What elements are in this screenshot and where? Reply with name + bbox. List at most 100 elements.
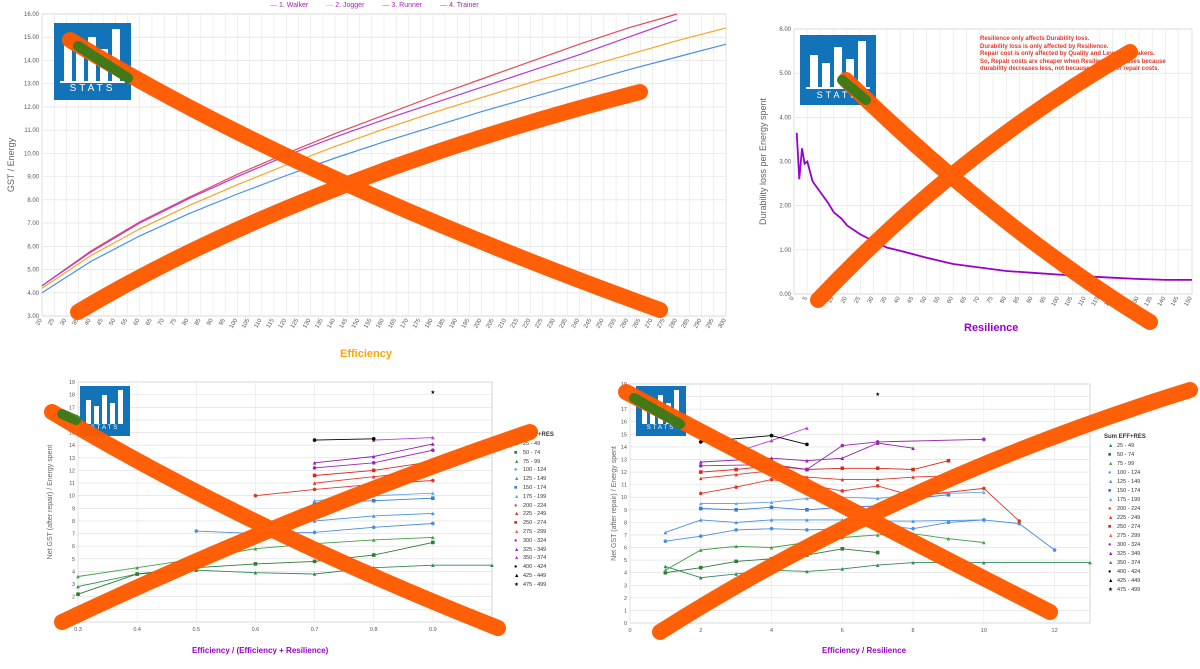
legend-walker-label: 1. Walker — [278, 2, 309, 9]
legend-marker: ● — [514, 467, 518, 474]
legend-item[interactable]: ● 200 - 224 — [514, 502, 546, 511]
legend-item[interactable]: ■ 150 - 174 — [1108, 487, 1140, 496]
y-tick-label: 17 — [69, 405, 75, 411]
legend-label: 50 - 74 — [1117, 452, 1135, 458]
stats-logo-word: STATS — [646, 425, 676, 431]
data-point — [253, 531, 258, 536]
x-tick-label: 65 — [145, 317, 154, 326]
legend-marker: ▲ — [1108, 497, 1114, 503]
legend-item[interactable]: ▲ 325 - 349 — [1108, 550, 1140, 559]
legend-item[interactable]: ▲ 125 - 149 — [1108, 478, 1140, 487]
y-tick-label: 9 — [624, 508, 627, 514]
x-tick-label: 25 — [854, 295, 863, 304]
legend-marker: ▲ — [1108, 515, 1114, 521]
x-tick-label: 0 — [789, 295, 796, 301]
legend-marker: ■ — [1108, 524, 1112, 530]
legend-walker[interactable]: — 1. Walker — [270, 2, 309, 9]
x-tick-label: 105 — [1064, 295, 1075, 307]
x-tick-label: 110 — [254, 317, 264, 329]
y-tick-label: 11.00 — [24, 128, 39, 134]
x-tick-label: 245 — [583, 317, 594, 329]
legend-item[interactable]: ■ 250 - 274 — [514, 519, 546, 528]
legend-marker: ★ — [1108, 587, 1113, 593]
legend-item[interactable]: ■ 150 - 174 — [514, 484, 546, 493]
x-tick-label: 100 — [1051, 295, 1062, 307]
legend-trainer[interactable]: — 4. Trainer — [440, 2, 479, 9]
legend-item[interactable]: ▲ 25 - 49 — [514, 440, 546, 449]
x-tick-label: 0.8 — [370, 627, 378, 633]
legend-item[interactable]: ● 100 - 124 — [1108, 469, 1140, 478]
y-axis-label: Net GST (after repair) / Energy spent — [47, 445, 54, 560]
legend-item[interactable]: ▲ 75 - 99 — [514, 458, 546, 467]
p4-legend: ▲ 25 - 49 ■ 50 - 74 ▲ 75 - 99 ● 100 - 124 ▲ 125 -… — [1108, 442, 1140, 595]
data-point — [371, 498, 376, 503]
y-tick-label: 4.00 — [27, 291, 39, 297]
x-tick-label: 170 — [400, 317, 411, 329]
legend-label: 225 - 249 — [1117, 515, 1141, 521]
legend-item[interactable]: ● 400 - 424 — [514, 563, 546, 572]
legend-item[interactable]: ▲ 325 - 349 — [514, 546, 546, 555]
x-tick-label: 40 — [893, 295, 902, 304]
legend-item[interactable]: ★ 475 - 499 — [1108, 586, 1140, 595]
legend-item[interactable]: ▲ 425 - 449 — [1108, 577, 1140, 586]
x-tick-label: 140 — [1157, 295, 1168, 307]
data-point — [734, 467, 738, 472]
x-tick-label: 125 — [290, 317, 301, 329]
x-tick-label: 190 — [449, 317, 460, 329]
legend-label: 300 - 324 — [1117, 542, 1141, 548]
x-tick-label: 95 — [1039, 295, 1048, 304]
legend-item[interactable]: ▲ 25 - 49 — [1108, 442, 1140, 451]
legend-item[interactable]: ▲ 275 - 299 — [514, 528, 546, 537]
legend-item[interactable]: ■ 50 - 74 — [514, 449, 546, 458]
legend-item[interactable]: ● 300 - 324 — [514, 537, 546, 546]
y-tick-label: 8.00 — [27, 198, 39, 204]
legend-item[interactable]: ★ 475 - 499 — [514, 581, 546, 590]
legend-item[interactable]: ● 200 - 224 — [1108, 505, 1140, 514]
data-point — [698, 506, 703, 511]
note-line: Durability loss is only affected by Resi… — [980, 43, 1109, 50]
x-tick-label: 180 — [424, 317, 435, 329]
legend-marker: ● — [514, 502, 518, 509]
legend-item[interactable]: ▲ 75 - 99 — [1108, 460, 1140, 469]
legend-item[interactable]: ▲ 125 - 149 — [514, 475, 546, 484]
y-tick-label: 9.00 — [27, 175, 39, 181]
legend-label: 75 - 99 — [1117, 461, 1135, 467]
legend-item[interactable]: ▲ 175 - 199 — [514, 493, 546, 502]
x-tick-label: 15 — [827, 295, 836, 304]
legend-item[interactable]: ● 300 - 324 — [1108, 541, 1140, 550]
legend-marker: ▲ — [514, 528, 520, 535]
legend-runner[interactable]: — 3. Runner — [382, 2, 423, 9]
data-point — [840, 546, 845, 551]
legend-item[interactable]: ▲ 275 - 299 — [1108, 532, 1140, 541]
x-tick-label: 0.7 — [311, 627, 319, 633]
data-point — [698, 534, 703, 539]
legend-item[interactable]: ● 400 - 424 — [1108, 568, 1140, 577]
p3-legend-title: Sum EFF+RES — [512, 432, 554, 438]
y-axis-label: Net GST (after repair) / Energy spent — [611, 446, 618, 561]
legend-item[interactable]: ▲ 350 - 374 — [1108, 559, 1140, 568]
x-tick-label: 175 — [412, 317, 423, 329]
legend-item[interactable]: ▲ 350 - 374 — [514, 554, 546, 563]
legend-item[interactable]: ■ 50 - 74 — [1108, 451, 1140, 460]
stats-logo: STATS — [80, 386, 130, 436]
legend-item[interactable]: ▲ 425 - 449 — [514, 572, 546, 581]
y-tick-label: 13.00 — [24, 82, 40, 88]
legend-label: 225 - 249 — [523, 511, 547, 518]
legend-item[interactable]: ● 100 - 124 — [514, 466, 546, 475]
x-tick-label: 70 — [973, 295, 982, 304]
legend-item[interactable]: ▲ 225 - 249 — [514, 510, 546, 519]
data-point — [431, 521, 435, 526]
legend-item[interactable]: ■ 250 - 274 — [1108, 523, 1140, 532]
x-tick-label: 280 — [669, 317, 680, 329]
y-tick-label: 2 — [72, 595, 75, 601]
legend-jogger[interactable]: — 2. Jogger — [326, 2, 365, 9]
legend-marker: ■ — [514, 484, 518, 491]
x-tick-label: 120 — [278, 317, 289, 329]
legend-label: 275 - 299 — [1117, 533, 1141, 539]
y-tick-label: 17 — [621, 407, 627, 413]
data-point — [840, 526, 845, 531]
legend-marker: ■ — [1108, 488, 1112, 494]
x-tick-label: 10 — [814, 295, 823, 304]
legend-item[interactable]: ▲ 225 - 249 — [1108, 514, 1140, 523]
legend-item[interactable]: ▲ 175 - 199 — [1108, 496, 1140, 505]
